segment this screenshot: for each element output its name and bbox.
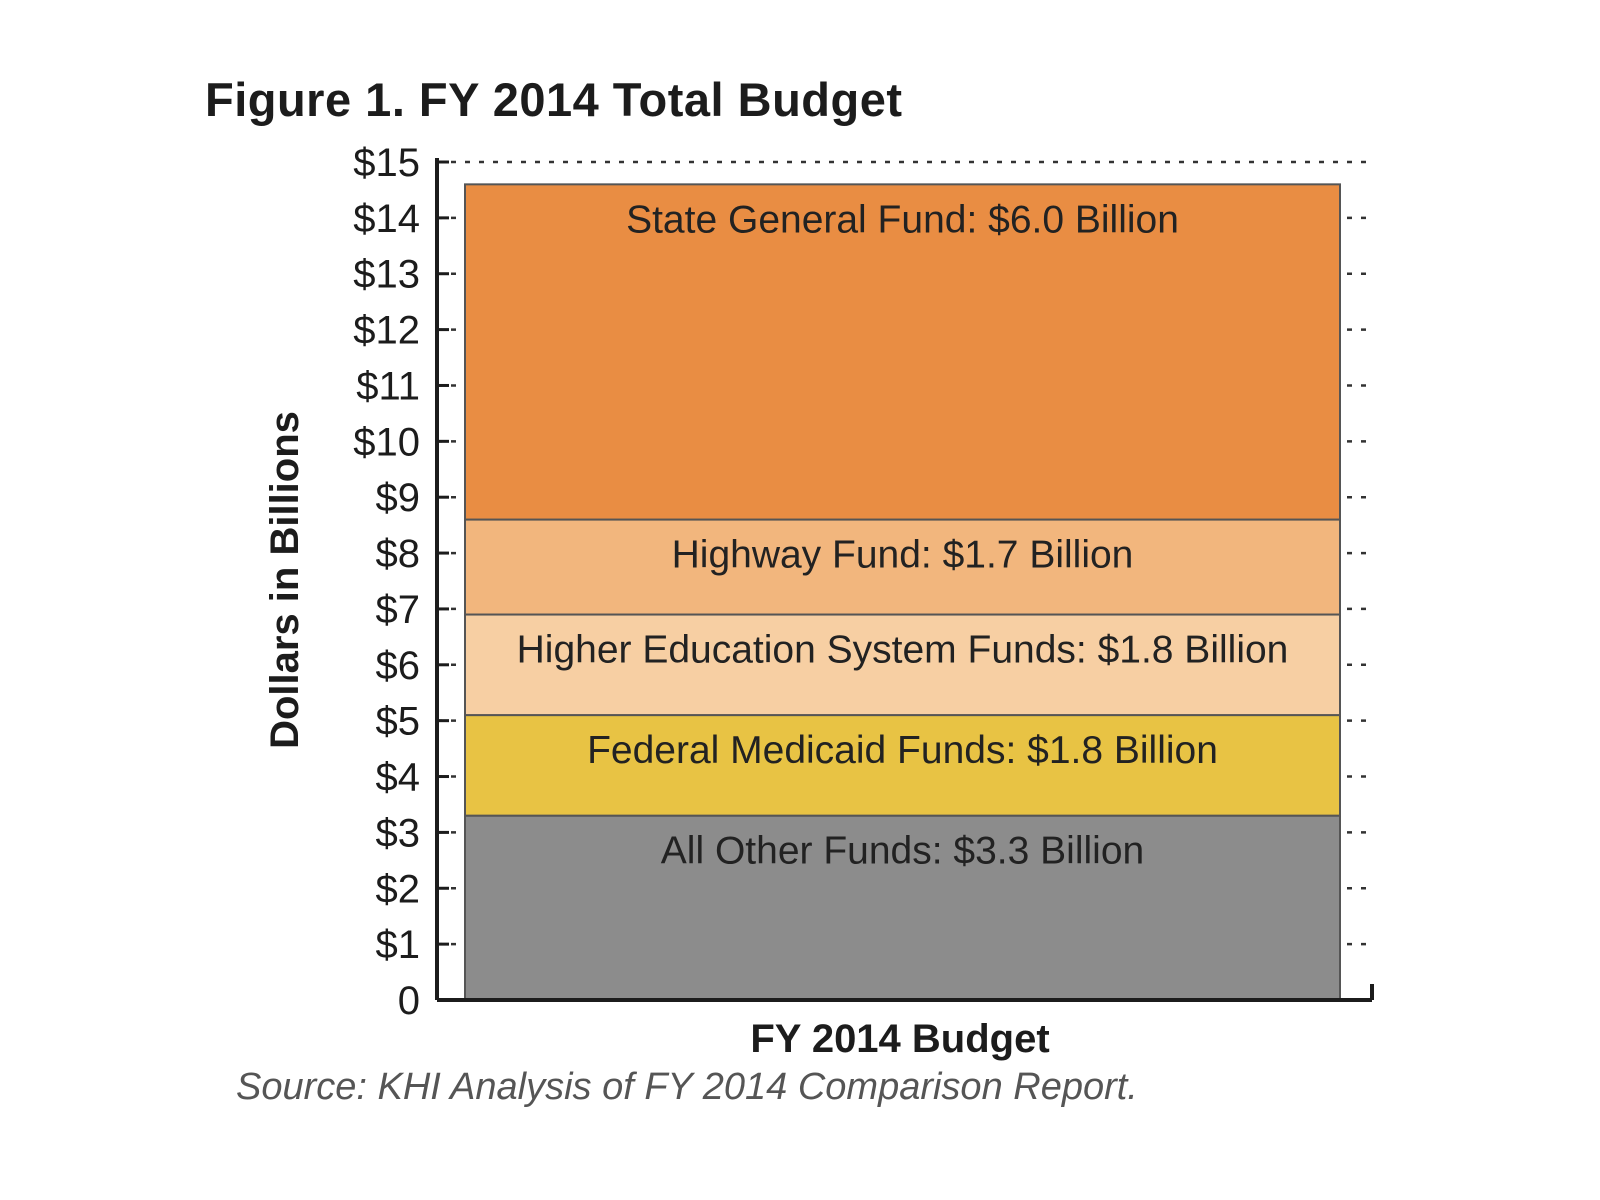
segment-label: Federal Medicaid Funds: $1.8 Billion [587, 729, 1218, 772]
bar-segment [464, 183, 1341, 521]
y-tick-label: $6 [376, 644, 421, 688]
bar-segment [464, 518, 1341, 616]
bar-segment [464, 613, 1341, 717]
segment-label: State General Fund: $6.0 Billion [626, 198, 1179, 241]
y-tick-label: $10 [353, 420, 420, 464]
y-tick-label: $4 [376, 756, 421, 800]
segment-label: Higher Education System Funds: $1.8 Bill… [517, 629, 1289, 672]
y-tick-label: $1 [376, 923, 421, 967]
segment-labels: All Other Funds: $3.3 Billion Federal Med… [517, 198, 1289, 872]
y-tick-label: $9 [376, 476, 421, 520]
y-tick-label: $13 [353, 253, 420, 297]
y-tick-label: $2 [376, 867, 421, 911]
source-note: Source: KHI Analysis of FY 2014 Comparis… [236, 1066, 1138, 1108]
y-tick-label: $15 [353, 141, 420, 185]
y-tick-label: $5 [376, 700, 421, 744]
y-tick-label: $3 [376, 811, 421, 855]
bar-segment [464, 814, 1341, 1002]
y-tick-label: $14 [353, 197, 420, 241]
segment-label: All Other Funds: $3.3 Billion [661, 830, 1144, 873]
y-tick-label: $12 [353, 309, 420, 353]
y-tick-label: 0 [398, 979, 420, 1023]
y-tick-label: $11 [356, 364, 420, 408]
bar-segments [464, 183, 1341, 1002]
y-tick-label: $8 [376, 532, 421, 576]
segment-label: Highway Fund: $1.7 Billion [672, 534, 1134, 577]
x-axis-label: FY 2014 Budget [750, 1017, 1049, 1061]
bar-segment [464, 714, 1341, 817]
y-axis-label: Dollars in Billions [263, 411, 307, 749]
chart-title: Figure 1. FY 2014 Total Budget [205, 73, 903, 126]
y-tick-label: $7 [376, 588, 421, 632]
y-axis: 0 $1 $2 $3 $4 $5 $6 $7 $8 $9 $10 $11 $12 $13 $14 $15 [353, 141, 1374, 1023]
